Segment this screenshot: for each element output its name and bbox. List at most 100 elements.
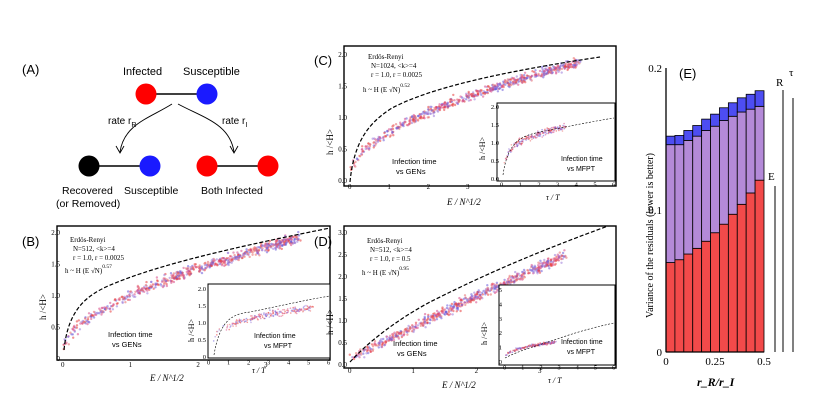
panel-d-point bbox=[474, 295, 477, 298]
panel-b-inset-point bbox=[230, 325, 232, 327]
panel-d-point bbox=[384, 341, 388, 344]
panel-d-point bbox=[478, 290, 481, 294]
panel-c-point bbox=[496, 90, 500, 93]
panel-b-point bbox=[199, 266, 202, 269]
bar-τ-9 bbox=[745, 93, 756, 110]
panel-c-ylabel: h /<H> bbox=[325, 129, 335, 155]
bar-E-9 bbox=[745, 192, 756, 353]
panel-c-point bbox=[486, 90, 489, 94]
panel-b-point bbox=[109, 310, 112, 313]
bar-τ-4 bbox=[701, 118, 711, 131]
panel-c-point bbox=[486, 88, 489, 92]
panel-c-inset-point bbox=[531, 135, 533, 138]
panel-b-point bbox=[198, 264, 201, 267]
panel-b-point bbox=[79, 322, 82, 325]
panel-b-point bbox=[114, 298, 117, 301]
panel-b-point bbox=[179, 270, 182, 274]
panel-c-inset-point bbox=[551, 126, 553, 129]
panel-c-point bbox=[553, 67, 556, 70]
bar-E-8 bbox=[736, 203, 747, 353]
panel-b-point bbox=[169, 279, 172, 282]
panel-d-inset-point bbox=[555, 340, 557, 343]
panel-c-inset-point bbox=[532, 137, 535, 139]
panel-b-point bbox=[128, 294, 131, 298]
panel-c-point bbox=[470, 92, 473, 96]
panel-b-point bbox=[285, 238, 289, 241]
panel-d-point bbox=[561, 251, 565, 255]
panel-c-point bbox=[443, 108, 446, 112]
panel-b-inset-point bbox=[254, 315, 257, 317]
panel-d-point bbox=[381, 344, 384, 347]
panel-d-point bbox=[551, 262, 555, 265]
panel-d-point bbox=[441, 306, 444, 309]
legend-e: E bbox=[768, 171, 775, 183]
panel-b-inset-point bbox=[263, 313, 265, 316]
panel-c-inset-point bbox=[542, 132, 544, 134]
panel-c-point bbox=[437, 105, 441, 108]
panel-d-inset-point bbox=[511, 351, 514, 354]
panel-c-point bbox=[410, 121, 414, 125]
panel-b-point bbox=[227, 263, 230, 267]
panel-c-point bbox=[374, 138, 377, 141]
panel-c-point bbox=[550, 67, 553, 70]
bar-E-0 bbox=[665, 262, 676, 353]
panel-b-point bbox=[230, 261, 233, 264]
panel-b-info-1: Erdös-Renyi bbox=[70, 236, 105, 244]
bar-E-4 bbox=[701, 240, 711, 353]
panel-d-point bbox=[406, 327, 410, 330]
panel-c-inset-point bbox=[532, 136, 535, 138]
panel-d-point bbox=[479, 293, 482, 296]
panel-b-point bbox=[126, 290, 130, 293]
panel-d-point bbox=[444, 310, 448, 314]
panel-d-point bbox=[546, 261, 550, 264]
panel-d-inset-ytick: 2 bbox=[499, 330, 502, 337]
panel-e-ytick: 0 bbox=[657, 347, 663, 359]
panel-b-inset-point bbox=[228, 323, 231, 326]
panel-c-point bbox=[506, 81, 509, 85]
bar-E-10 bbox=[754, 179, 765, 353]
arrow-right bbox=[177, 103, 235, 153]
panel-d-point bbox=[354, 352, 358, 355]
panel-d-inset-point bbox=[522, 347, 524, 349]
panel-b-point bbox=[256, 251, 259, 255]
panel-d-point bbox=[514, 270, 517, 274]
panel-d-point bbox=[490, 286, 494, 289]
panel-b-inset-point bbox=[263, 312, 265, 314]
panel-d-point bbox=[423, 315, 426, 319]
panel-b-point bbox=[168, 276, 171, 280]
panel-d-point bbox=[383, 344, 386, 347]
panel-b-inset-ytick: 0 bbox=[203, 354, 206, 361]
panel-b-point bbox=[82, 320, 85, 324]
panel-c-point bbox=[523, 73, 526, 77]
panel-c-inset-point bbox=[550, 129, 552, 132]
panel-b-inset-point bbox=[215, 330, 218, 333]
panel-b-inset-point bbox=[260, 317, 262, 320]
panel-b-ytick: 1.5 bbox=[51, 261, 60, 269]
panel-c-inset-point bbox=[563, 122, 565, 125]
panel-b-inset-point bbox=[235, 321, 238, 323]
bar-τ-5 bbox=[710, 113, 720, 127]
panel-b-inset-point bbox=[260, 313, 263, 316]
panel-d-point bbox=[476, 291, 479, 294]
panel-d-inset-ytick: 5 bbox=[499, 287, 502, 294]
panel-d-point bbox=[557, 259, 561, 262]
panel-c-inset-point bbox=[543, 129, 546, 132]
panel-b-point bbox=[144, 287, 148, 290]
panel-c-inset-point bbox=[564, 127, 566, 129]
panel-d-point bbox=[449, 313, 452, 316]
panel-b-inset-point bbox=[298, 308, 301, 310]
panel-c-point bbox=[491, 83, 495, 87]
panel-b-point bbox=[198, 270, 201, 273]
panel-c-point bbox=[560, 67, 564, 71]
panel-b-point bbox=[165, 284, 169, 288]
panel-c-point bbox=[491, 87, 494, 90]
panel-c-point bbox=[364, 147, 367, 151]
panel-d-point bbox=[481, 291, 484, 294]
panel-d-point bbox=[546, 259, 550, 263]
panel-c-point bbox=[443, 105, 446, 109]
panel-b-ytick: 0 bbox=[57, 355, 61, 363]
panel-b-point bbox=[216, 264, 219, 267]
panel-d-point bbox=[544, 262, 547, 265]
panel-c-point bbox=[389, 128, 393, 131]
